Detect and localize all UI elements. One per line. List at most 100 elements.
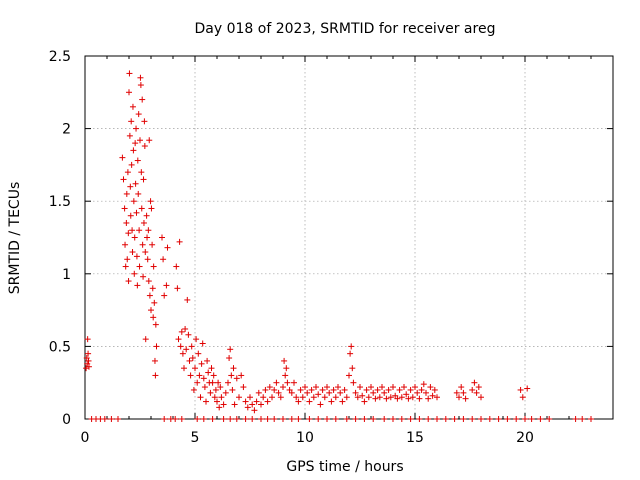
data-point (405, 395, 412, 402)
data-point (148, 205, 155, 212)
data-point (196, 372, 203, 379)
data-point (326, 389, 333, 396)
data-point (284, 379, 291, 386)
data-point (524, 385, 531, 392)
data-point (458, 384, 465, 391)
data-point (129, 249, 136, 256)
data-point (361, 416, 368, 422)
data-point (175, 336, 182, 343)
y-tick-label: 1 (62, 267, 71, 283)
data-point (317, 401, 324, 408)
data-point (159, 234, 165, 241)
data-point (291, 379, 297, 386)
data-point (324, 416, 330, 422)
x-tick-label: 5 (191, 430, 200, 446)
data-point (161, 416, 168, 422)
data-point (361, 398, 368, 405)
data-point (137, 137, 143, 144)
data-point (264, 416, 271, 422)
data-point (124, 169, 131, 176)
data-point (240, 384, 247, 391)
data-point (133, 209, 140, 216)
data-point (513, 416, 520, 422)
data-point (227, 346, 234, 353)
data-point (242, 416, 249, 422)
data-point (125, 278, 132, 285)
data-point (431, 386, 438, 393)
data-point (101, 416, 108, 422)
data-point (190, 386, 197, 393)
data-point (283, 365, 290, 372)
data-point (409, 394, 416, 401)
data-point (416, 416, 423, 422)
data-point (139, 241, 146, 248)
data-point (486, 416, 493, 422)
data-point (374, 386, 381, 393)
data-point (423, 389, 429, 396)
data-point (478, 394, 484, 401)
data-point (280, 416, 286, 422)
data-point (495, 416, 502, 422)
data-point (469, 386, 476, 393)
data-point (258, 416, 264, 422)
data-point (475, 384, 482, 391)
y-tick-label: 1.5 (49, 194, 71, 210)
data-point (140, 273, 147, 280)
data-point (153, 343, 160, 350)
y-tick-label: 0 (62, 412, 71, 428)
data-point (178, 416, 185, 422)
x-tick-label: 0 (81, 430, 90, 446)
data-point (473, 389, 480, 396)
data-point (187, 372, 194, 379)
data-point (130, 147, 137, 154)
data-point (178, 328, 185, 335)
data-point (469, 416, 476, 422)
data-point (127, 212, 134, 219)
data-point (251, 407, 258, 414)
data-point (460, 416, 467, 422)
data-point (203, 398, 209, 405)
data-point (122, 263, 129, 270)
data-point (139, 96, 146, 103)
data-point (368, 384, 374, 391)
data-point (132, 180, 139, 187)
data-point (328, 398, 335, 405)
data-point (517, 386, 524, 393)
data-point (434, 394, 440, 401)
data-point (244, 404, 251, 411)
data-point (136, 227, 143, 234)
data-point (295, 416, 302, 422)
data-point (390, 416, 396, 422)
data-point (418, 386, 425, 393)
data-point (398, 416, 405, 422)
data-point (271, 386, 278, 393)
data-point (313, 384, 319, 391)
data-point (147, 198, 154, 205)
x-tick-label: 15 (406, 430, 424, 446)
data-point (150, 314, 157, 321)
data-point (160, 256, 167, 263)
data-point (220, 416, 227, 422)
data-point (121, 205, 128, 212)
data-point (226, 355, 233, 362)
data-point (376, 394, 383, 401)
data-point (427, 384, 434, 391)
data-point (347, 350, 354, 357)
data-point (249, 401, 256, 408)
data-point (456, 394, 462, 401)
data-point (280, 384, 286, 391)
data-point (135, 190, 142, 197)
data-point (131, 270, 138, 277)
data-point (385, 386, 392, 393)
data-point (85, 357, 92, 364)
data-point (346, 372, 352, 379)
data-point (148, 307, 154, 314)
data-point (273, 379, 280, 386)
data-point (335, 384, 341, 391)
data-point (348, 343, 355, 350)
data-point (131, 234, 138, 241)
data-point (164, 244, 171, 251)
data-point (478, 416, 484, 422)
data-point (398, 394, 405, 401)
